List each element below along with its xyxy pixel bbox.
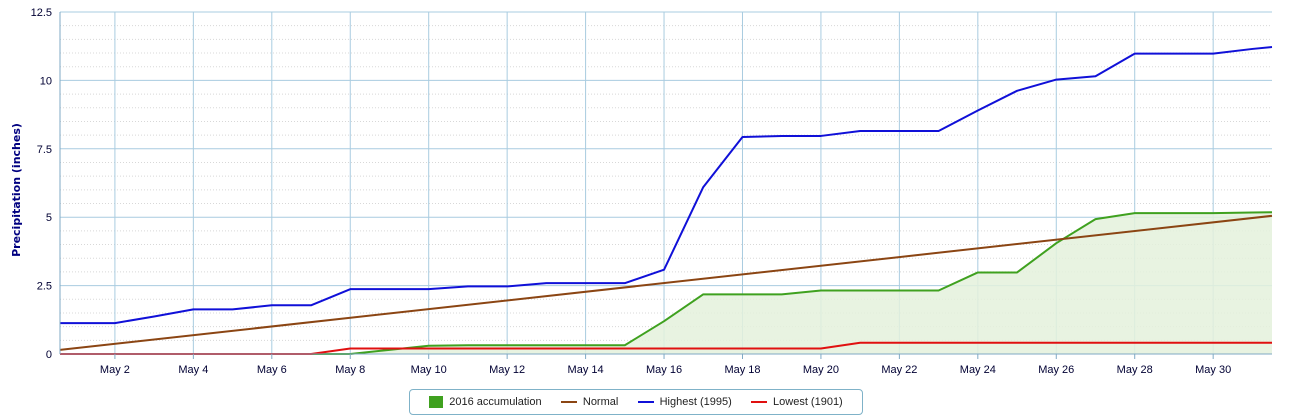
legend-item-normal[interactable]: Normal <box>560 396 619 408</box>
legend-swatch <box>429 396 444 408</box>
series-area-2016-accumulation <box>75 212 1272 354</box>
x-tick-label: May 30 <box>1195 364 1231 376</box>
y-tick-label: 12.5 <box>31 7 52 19</box>
precipitation-chart: 0 2.5 5 7.5 10 12.5 May 2 May 4 May 6 May 8 May 10… <box>10 7 1273 376</box>
x-tick-label: May 22 <box>881 364 917 376</box>
legend-label: Lowest (1901) <box>773 396 843 408</box>
legend-label: Normal <box>582 396 619 408</box>
x-tick-label: May 8 <box>335 364 365 376</box>
x-tick-label: May 24 <box>960 364 996 376</box>
x-tick-label: May 4 <box>178 364 208 376</box>
x-tick-label: May 6 <box>257 364 287 376</box>
series-line-2016-accumulation <box>75 211 1273 355</box>
legend-item-2016-accumulation[interactable]: 2016 accumulation <box>429 396 542 408</box>
y-tick-label: 5 <box>46 212 52 224</box>
x-tick-label: May 10 <box>411 364 447 376</box>
x-tick-label: May 20 <box>803 364 839 376</box>
legend-item-lowest-1901[interactable]: Lowest (1901) <box>751 396 843 408</box>
y-axis-label: Precipitation (inches) <box>10 123 23 257</box>
y-tick-label: 7.5 <box>37 144 52 156</box>
legend-swatch <box>637 401 654 403</box>
legend-item-highest-1995[interactable]: Highest (1995) <box>637 396 732 408</box>
x-tick-label: May 16 <box>646 364 682 376</box>
y-tick-label: 10 <box>40 75 52 87</box>
legend: 2016 accumulation Normal Highest (1995) Low… <box>409 389 863 415</box>
series-line-normal <box>59 214 1273 351</box>
legend-swatch <box>751 401 768 403</box>
legend-label: 2016 accumulation <box>449 396 542 408</box>
x-tick-label: May 12 <box>489 364 525 376</box>
y-tick-label: 0 <box>46 349 52 361</box>
y-tick-label: 2.5 <box>37 281 52 293</box>
series-line-highest-1995 <box>60 46 1273 325</box>
x-tick-label: May 2 <box>100 364 130 376</box>
x-tick-label: May 18 <box>724 364 760 376</box>
x-tick-label: May 28 <box>1117 364 1153 376</box>
x-tick-label: May 14 <box>568 364 604 376</box>
series-layer <box>59 46 1273 355</box>
legend-label: Highest (1995) <box>659 396 732 408</box>
legend-swatch <box>560 401 577 403</box>
x-tick-label: May 26 <box>1038 364 1074 376</box>
axes: 0 2.5 5 7.5 10 12.5 May 2 May 4 May 6 May 8 May 10… <box>31 7 1272 376</box>
